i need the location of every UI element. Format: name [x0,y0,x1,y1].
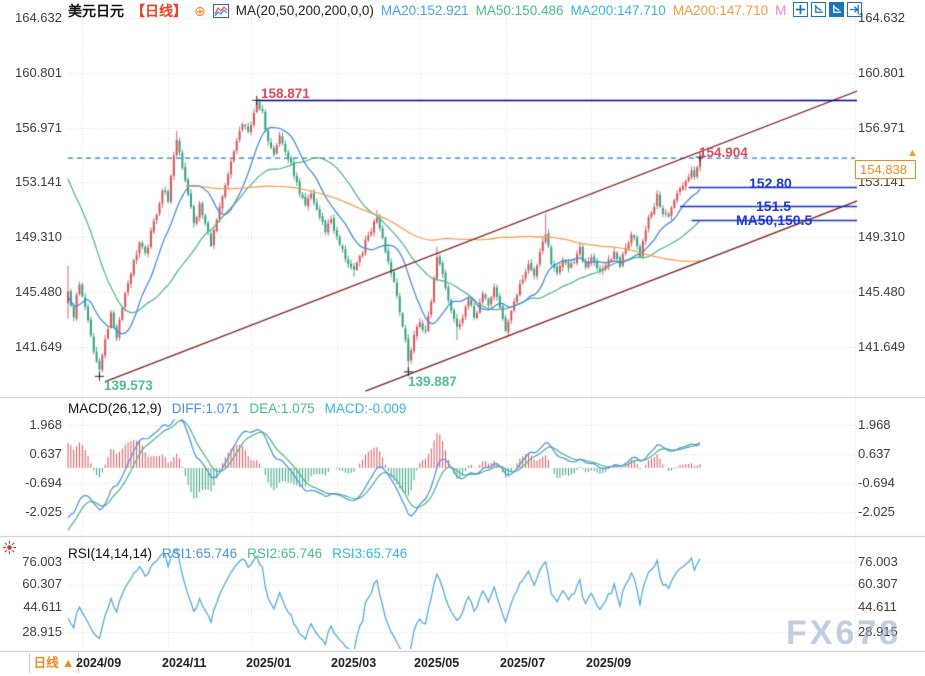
support-level-label[interactable]: MA50,150.5 [736,212,813,228]
macd-axis-label: -2.025 [25,504,62,519]
date-tick-label: 2024/11 [162,656,207,670]
current-price-tag: 154.838 [855,160,916,179]
resistance-price-label[interactable]: 158.871 [261,86,310,101]
watermark: FX678 [786,614,902,652]
rsi-axis-label-right: 28.915 [858,624,898,639]
y-axis-label: 145.480 [15,284,62,299]
y-axis-label-right: 145.480 [858,284,905,299]
timeframe-label[interactable]: 【日线】 [131,2,187,19]
macd-axis-label: -0.694 [25,475,62,490]
ma200-value-cyan: MA200:147.710 [570,3,666,18]
macd-name[interactable]: MACD(26,12,9) [68,401,162,416]
indicator-settings-icon[interactable] [2,540,17,560]
ma200-value-orange: MA200:147.710 [672,3,769,18]
macd-hist-value: MACD:-0.009 [324,401,407,416]
support-level-label[interactable]: 152.80 [749,175,792,191]
date-tick-label: 2025/01 [246,656,292,670]
m-marker: M [775,3,787,18]
rsi-axis-label: 76.003 [22,554,62,569]
rsi1-value: RSI1:65.746 [162,546,238,561]
y-axis-label: 141.649 [15,339,62,354]
macd-axis-label: 1.968 [29,417,62,432]
swing-high-price-label[interactable]: 154.904 [699,145,748,160]
date-tick-label: 2024/09 [76,656,122,670]
rsi2-value: RSI2:65.746 [247,546,323,561]
chart-type-icon[interactable] [212,3,229,18]
macd-axis-label: 0.637 [29,446,62,461]
date-tick-label: 2025/05 [414,656,460,670]
rsi-axis-label: 44.611 [23,599,62,614]
timeframe-selector[interactable]: 日线 ▲ [29,653,79,673]
macd-axis-label-right: 1.968 [858,417,891,432]
y-axis-label: 156.971 [15,120,62,135]
ma20-value: MA20:152.921 [380,3,469,18]
rsi-axis-label: 28.915 [22,624,62,639]
axis-scale-icon[interactable] [811,2,826,17]
rsi-axis-label-right: 60.307 [858,576,898,591]
macd-axis-label-right: -0.694 [858,475,895,490]
macd-axis-label-right: 0.637 [858,446,891,461]
chart-toolbar [793,2,862,17]
y-axis-label-right: 164.632 [858,10,905,25]
ma50-value: MA50:150.486 [475,3,564,18]
y-axis-label: 153.141 [15,174,62,189]
add-indicator-icon[interactable]: ⊕ [194,2,206,19]
rsi-header: RSI(14,14,14) RSI1:65.746 RSI2:65.746 RS… [68,546,407,561]
pan-right-icon[interactable] [847,2,862,17]
ma-settings-label[interactable]: MA(20,50,200,200,0,0) [235,3,374,18]
macd-axis-label-right: -2.025 [858,504,895,519]
swing-low-price-label[interactable]: 139.887 [408,374,457,389]
y-axis-label-right: 156.971 [858,120,905,135]
y-axis-label: 164.632 [15,10,62,25]
support-level-label[interactable]: 151.5 [756,198,792,214]
date-tick-label: 2025/07 [500,656,546,670]
rsi-axis-label: 60.307 [22,576,62,591]
axis-scale-active-icon[interactable] [829,2,844,17]
y-axis-label-right: 149.310 [858,229,905,244]
time-axis-bar: 日线 ▲ 2024/09 2024/11 2025/01 2025/03 202… [0,652,925,676]
chart-header: 美元日元 【日线】 ⊕ MA(20,50,200,200,0,0) MA20:1… [68,1,786,20]
price-up-arrow-icon: ▲ [907,147,918,159]
rsi-name[interactable]: RSI(14,14,14) [68,546,153,561]
date-tick-label: 2025/09 [586,656,632,670]
y-axis-label: 149.310 [15,229,62,244]
y-axis-label-right: 160.801 [858,65,905,80]
macd-header: MACD(26,12,9) DIFF:1.071 DEA:1.075 MACD:… [68,401,406,416]
macd-dea-value: DEA:1.075 [249,401,315,416]
macd-diff-value: DIFF:1.071 [171,401,240,416]
rsi-axis-label-right: 44.611 [858,599,897,614]
y-axis-label: 160.801 [15,65,62,80]
y-axis-label-right: 141.649 [858,339,905,354]
symbol-title: 美元日元 [68,2,124,19]
crosshair-move-icon[interactable] [793,2,808,17]
date-tick-label: 2025/03 [331,656,377,670]
swing-low-price-label[interactable]: 139.573 [104,378,153,393]
rsi3-value: RSI3:65.746 [332,546,408,561]
rsi-axis-label-right: 76.003 [858,554,898,569]
